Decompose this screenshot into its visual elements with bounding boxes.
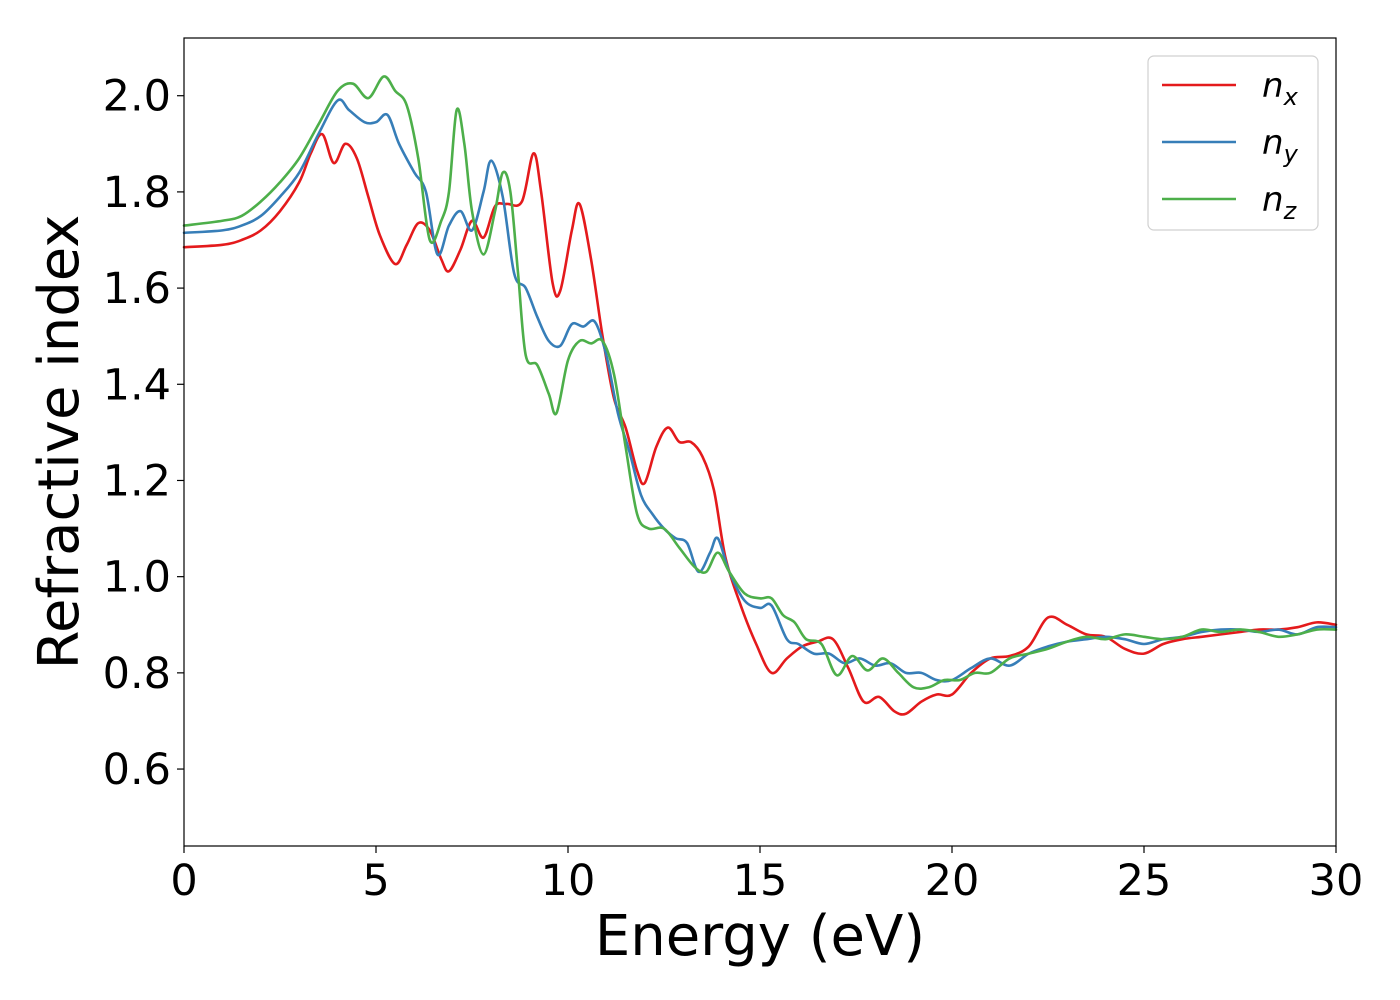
series-layer bbox=[182, 75, 1338, 716]
x-axis-ticks: 0 5 10 15 20 25 30 bbox=[170, 846, 1363, 906]
y-tick-label: 1.0 bbox=[103, 553, 171, 603]
y-axis-ticks: 0.6 0.8 1.0 1.2 1.4 1.6 1.8 2.0 bbox=[103, 72, 184, 795]
legend: nx ny nz bbox=[1147, 55, 1319, 231]
y-tick-label: 1.2 bbox=[103, 456, 171, 506]
y-tick-label: 0.6 bbox=[103, 745, 171, 795]
x-tick-label: 30 bbox=[1309, 856, 1364, 906]
y-tick-label: 1.6 bbox=[103, 264, 171, 314]
y-tick-label: 2.0 bbox=[103, 72, 171, 122]
series-line-n-x bbox=[182, 132, 1338, 716]
y-tick-label: 1.8 bbox=[103, 168, 171, 218]
y-axis-label: Refractive index bbox=[27, 215, 92, 670]
x-tick-label: 15 bbox=[733, 856, 788, 906]
legend-label: nz bbox=[1262, 180, 1298, 225]
x-tick-label: 25 bbox=[1117, 856, 1172, 906]
x-tick-label: 0 bbox=[170, 856, 197, 906]
y-tick-label: 1.4 bbox=[103, 360, 171, 410]
legend-label: nx bbox=[1262, 66, 1299, 111]
legend-label: ny bbox=[1262, 123, 1299, 168]
x-axis-label: Energy (eV) bbox=[595, 904, 925, 969]
x-tick-label: 20 bbox=[925, 856, 980, 906]
series-line-n-z bbox=[182, 75, 1338, 690]
y-tick-label: 0.8 bbox=[103, 649, 171, 699]
x-tick-label: 10 bbox=[541, 856, 596, 906]
x-tick-label: 5 bbox=[362, 856, 389, 906]
